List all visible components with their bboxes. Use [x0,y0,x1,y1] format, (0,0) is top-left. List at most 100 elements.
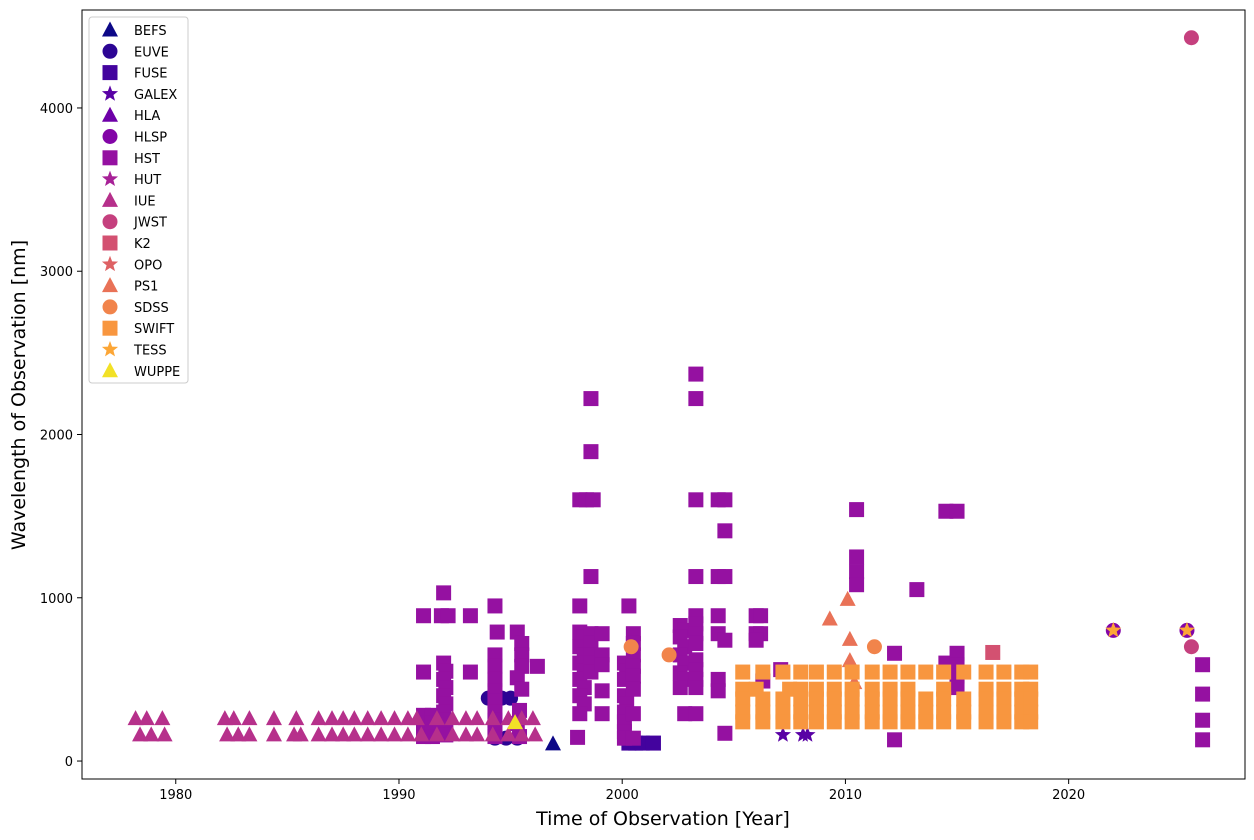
data-point-swift [882,664,898,680]
data-point-hst [1195,657,1211,673]
data-point-iue [413,726,430,742]
data-point-hst [710,683,726,699]
data-point-hst [625,730,641,746]
data-point-ps1 [839,590,856,606]
data-point-hst [594,626,610,642]
y-tick-label: 2000 [40,429,73,444]
data-point-hst [710,671,726,687]
data-point-hst [625,706,641,722]
data-point-swift [864,691,880,707]
data-point-iue [310,726,327,742]
data-point-swift [775,691,791,707]
data-point-iue [225,710,242,726]
data-point-hst [887,732,903,748]
legend-marker-hla [102,106,118,122]
data-point-galex [799,726,816,742]
data-point-iue [428,726,445,742]
data-point-iue [335,710,352,726]
data-points-layer [127,30,1211,751]
y-tick-label: 4000 [40,102,73,117]
legend-marker-jwst [102,214,118,230]
data-point-swift [826,691,842,707]
legend-label-k2: K2 [134,237,151,252]
data-point-iue [265,726,282,742]
legend-label-hst: HST [134,152,160,167]
data-point-swift [978,691,994,707]
data-point-hst [416,664,432,680]
data-point-hst [1195,686,1211,702]
data-point-hst [688,680,704,696]
legend-marker-galex [101,85,119,101]
data-point-swift [900,691,916,707]
data-point-swift [936,664,952,680]
data-point-jwst [1183,30,1199,46]
data-point-swift [918,664,934,680]
data-point-swift [793,714,809,730]
data-point-iue [527,726,544,742]
data-point-befs [545,735,562,751]
data-point-ps1 [841,652,858,668]
data-point-ps1 [821,610,838,626]
legend: BEFS EUVE FUSE GALEX HLA HLSP HST HUT IUE JWST K2 O… [88,16,189,384]
data-point-hst [594,657,610,673]
data-point-hst [509,624,525,640]
data-point-jwst [1183,639,1199,655]
data-point-hst [583,444,599,460]
data-point-swift [755,664,771,680]
data-point-hst [462,664,478,680]
legend-label-tess: TESS [133,344,167,359]
data-point-iue [359,710,376,726]
data-point-iue [127,710,144,726]
data-point-iue [241,710,258,726]
data-point-hst [487,647,503,663]
data-point-iue [399,726,416,742]
data-point-swift [996,714,1012,730]
data-point-hst [688,635,704,651]
data-point-iue [513,726,530,742]
data-point-iue [324,710,341,726]
data-point-iue [428,710,445,726]
data-point-hst [887,645,903,661]
data-point-hst [849,502,865,518]
data-point-hst [583,391,599,407]
legend-label-befs: BEFS [134,24,167,39]
data-point-iue [143,726,160,742]
data-point-iue [373,726,390,742]
data-point-tess [1105,621,1122,638]
legend-marker-ps1 [102,277,118,293]
x-tick-label: 2000 [606,788,639,803]
data-point-iue [386,726,403,742]
data-point-hst [717,725,733,741]
data-point-fuse [645,735,661,751]
data-point-swift [755,714,771,730]
data-point-hst [487,658,503,674]
data-point-hst [487,693,503,709]
data-point-swift [864,714,880,730]
legend-marker-hlsp [102,129,118,144]
data-point-hst [514,658,530,674]
legend-label-hlsp: HLSP [134,131,167,146]
data-point-hst [585,492,601,508]
data-point-swift [844,714,860,730]
data-point-iue [469,710,486,726]
data-point-hst [849,577,865,593]
data-point-iue [444,726,461,742]
data-point-hst [717,632,733,648]
data-point-swift [900,664,916,680]
legend-label-sdss: SDSS [134,301,169,316]
legend-label-hla: HLA [134,109,160,124]
data-point-swift [978,714,994,730]
data-point-iue [241,726,258,742]
data-point-hst [462,608,478,624]
data-point-iue [373,710,390,726]
data-point-hst [688,492,704,508]
data-point-swift [775,664,791,680]
legend-label-swift: SWIFT [134,322,174,337]
data-point-iue [335,726,352,742]
data-point-hst [849,564,865,580]
data-point-hst [594,683,610,699]
data-point-swift [826,664,842,680]
data-point-swift [844,664,860,680]
legend-marker-opo [101,255,119,272]
